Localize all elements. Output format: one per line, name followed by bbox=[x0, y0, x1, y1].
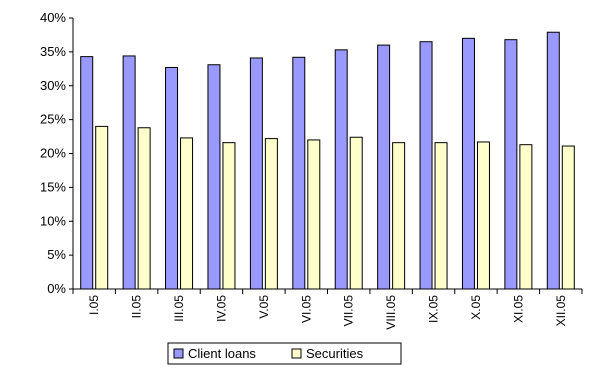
bar-client-loans bbox=[80, 56, 94, 290]
bar-client-loans bbox=[461, 37, 475, 290]
y-tick-label: 10% bbox=[40, 213, 66, 228]
bar-securities bbox=[264, 138, 278, 290]
bar-client-loans bbox=[292, 56, 306, 290]
x-tick-label: III.05 bbox=[172, 295, 186, 322]
bar-securities bbox=[137, 127, 151, 290]
bar-securities bbox=[349, 136, 363, 290]
bar-client-loans bbox=[165, 66, 179, 290]
y-tick-label: 5% bbox=[47, 247, 66, 262]
y-tick-label: 40% bbox=[40, 10, 66, 25]
x-tick-label: X.05 bbox=[469, 295, 483, 320]
x-tick-label: I.05 bbox=[87, 295, 101, 315]
bar-securities bbox=[561, 145, 575, 290]
bar-securities bbox=[476, 141, 490, 290]
x-tick-label: XI.05 bbox=[511, 295, 525, 323]
bar-securities bbox=[434, 142, 448, 290]
bar-client-loans bbox=[504, 39, 518, 290]
x-tick-label: VIII.05 bbox=[384, 295, 398, 330]
bar-client-loans bbox=[334, 49, 348, 290]
bar-client-loans bbox=[419, 41, 433, 290]
x-tick-label: II.05 bbox=[130, 295, 144, 319]
bar-securities bbox=[222, 142, 236, 290]
bar-client-loans bbox=[377, 44, 391, 290]
bar-securities bbox=[307, 139, 321, 290]
y-tick-label: 35% bbox=[40, 44, 66, 59]
y-axis: 0% 5% 10% 15% 20% 25% 30% 35% 40% bbox=[40, 10, 74, 296]
y-tick-label: 15% bbox=[40, 179, 66, 194]
legend-label-client-loans: Client loans bbox=[188, 346, 256, 361]
bars bbox=[80, 31, 575, 290]
bar-client-loans bbox=[207, 64, 221, 290]
legend-swatch-client-loans bbox=[173, 348, 184, 359]
bar-securities bbox=[95, 125, 109, 290]
x-tick-label: IX.05 bbox=[427, 295, 441, 323]
bar-securities bbox=[392, 142, 406, 290]
bar-client-loans bbox=[122, 55, 136, 290]
x-tick-label: IV.05 bbox=[214, 295, 228, 322]
bar-securities bbox=[519, 144, 533, 290]
legend-box bbox=[167, 342, 402, 365]
y-tick-label: 0% bbox=[47, 281, 66, 296]
bar-client-loans bbox=[249, 57, 263, 290]
bar-securities bbox=[180, 137, 194, 290]
bar-client-loans bbox=[546, 31, 560, 290]
y-tick-label: 30% bbox=[40, 78, 66, 93]
x-axis: I.05 II.05 III.05 IV.05 V.05 VI.05 VII.05 VIII.… bbox=[72, 288, 583, 330]
x-tick-label: VII.05 bbox=[342, 295, 356, 327]
x-tick-label: VI.05 bbox=[299, 295, 313, 323]
y-tick-label: 20% bbox=[40, 146, 66, 161]
x-tick-label: XII.05 bbox=[554, 295, 568, 327]
legend: Client loans Securities bbox=[167, 342, 402, 365]
legend-label-securities: Securities bbox=[306, 346, 364, 361]
legend-swatch-securities bbox=[291, 348, 302, 359]
x-tick-label: V.05 bbox=[257, 295, 271, 319]
y-tick-label: 25% bbox=[40, 112, 66, 127]
